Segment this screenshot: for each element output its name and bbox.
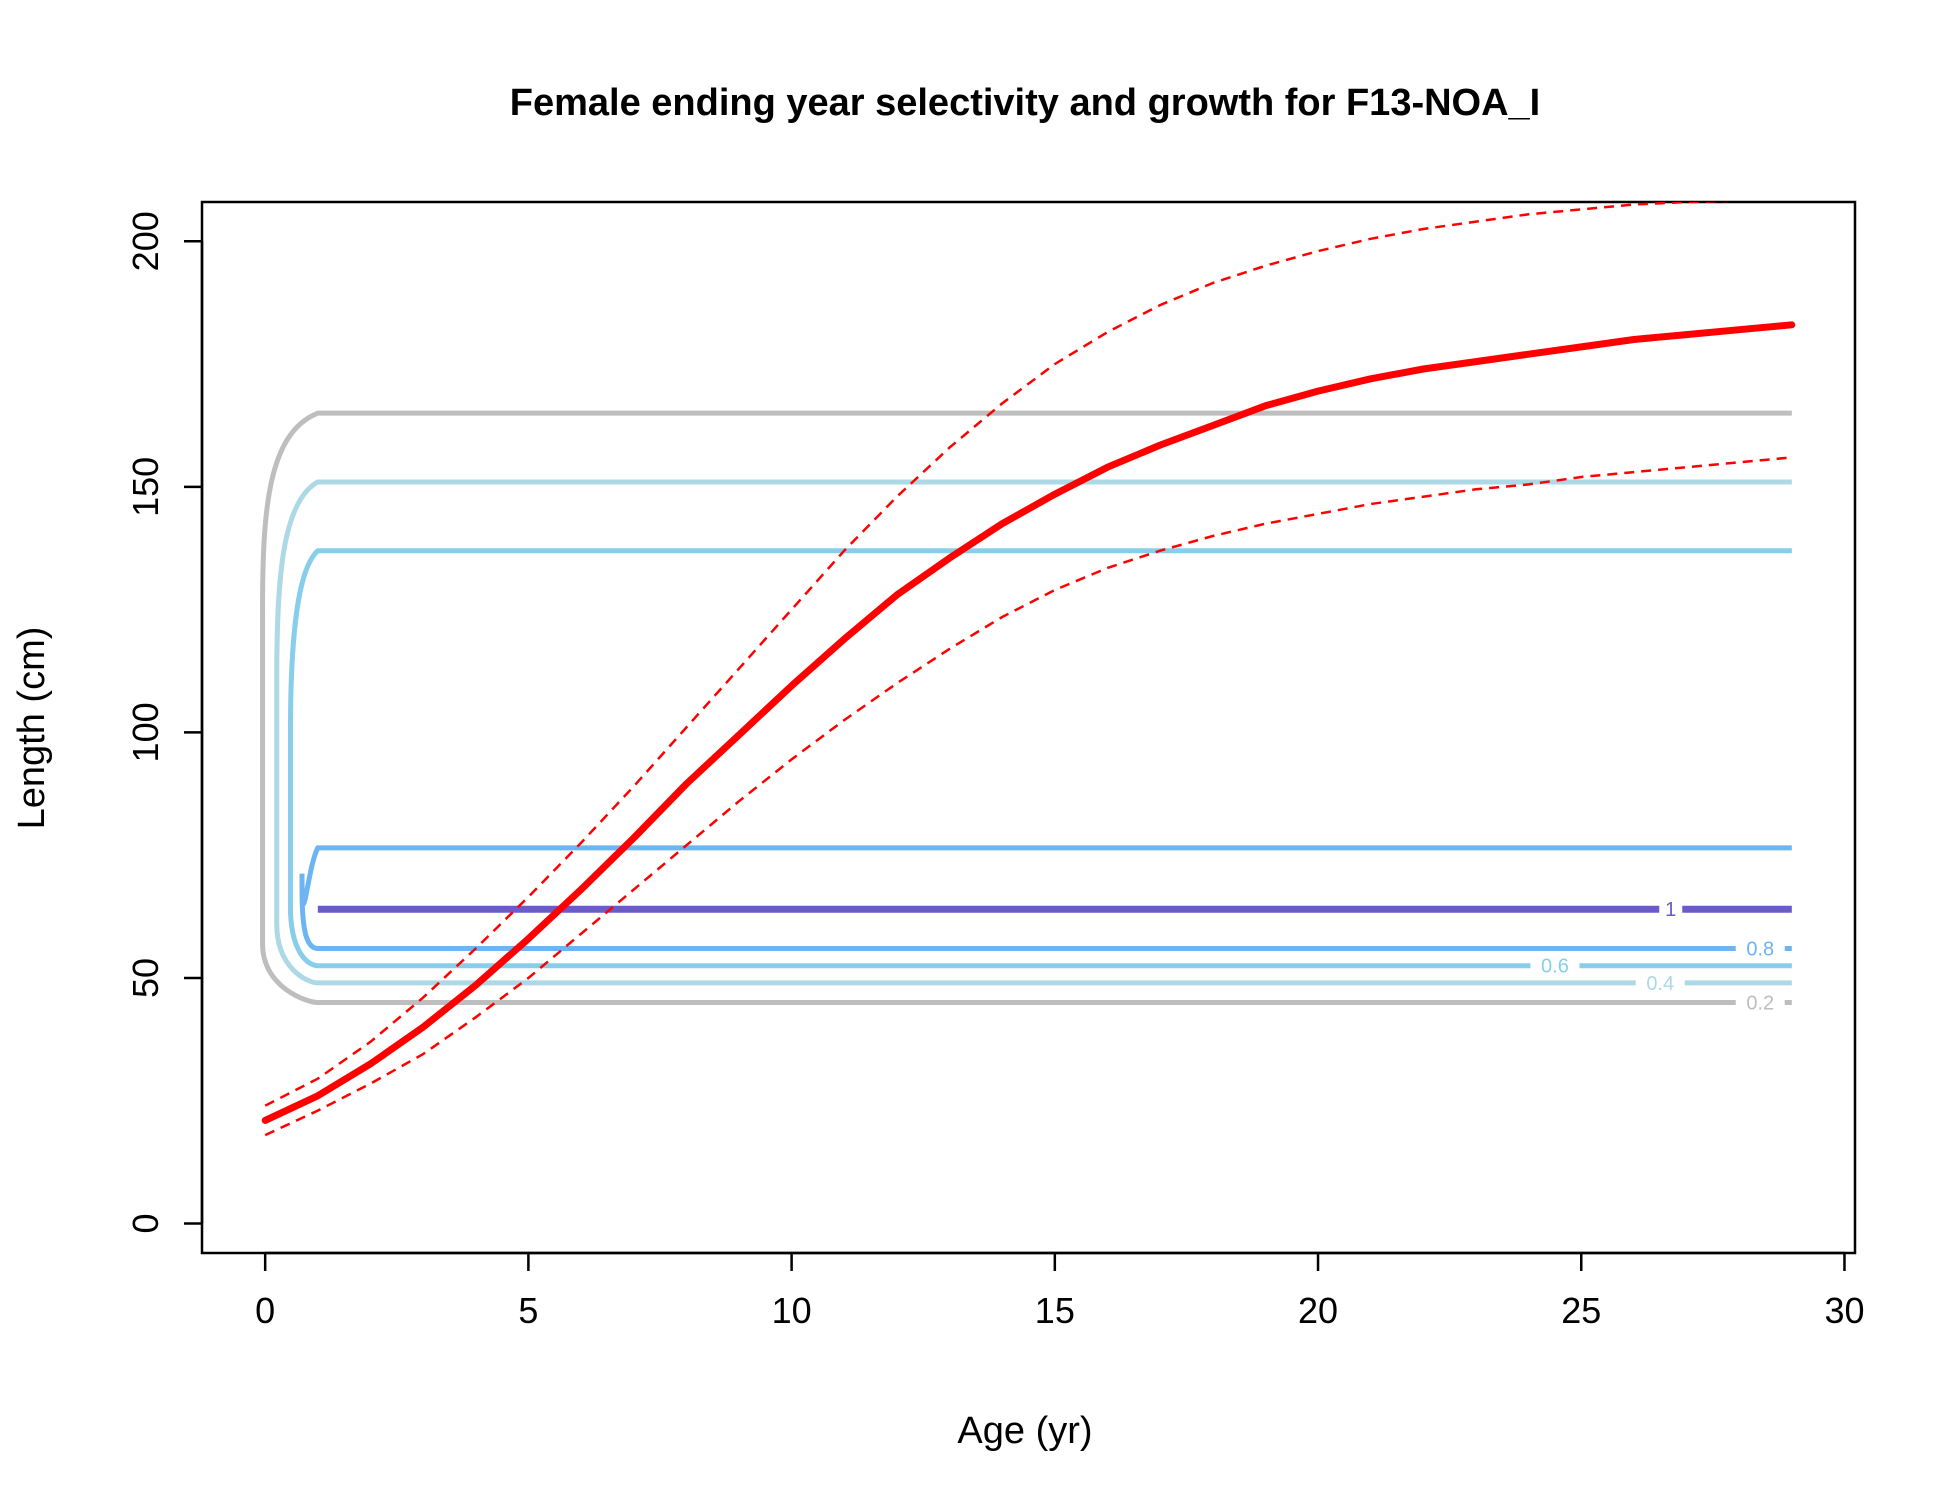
x-axis: 0 5 10 15 20 25 30 bbox=[255, 1251, 1864, 1331]
growth-upper-interval bbox=[264, 202, 1731, 1107]
y-tick-label: 100 bbox=[125, 702, 166, 762]
x-tick-label: 25 bbox=[1561, 1290, 1601, 1331]
contour-line-0.4 bbox=[274, 479, 1792, 986]
y-tick-label: 150 bbox=[125, 457, 166, 517]
y-axis: 0 50 100 150 200 bbox=[125, 211, 204, 1234]
y-tick-label: 200 bbox=[125, 211, 166, 271]
chart-title: Female ending year selectivity and growt… bbox=[510, 82, 1541, 124]
x-tick-label: 20 bbox=[1298, 1290, 1338, 1331]
contour-line-0.2 bbox=[260, 410, 1792, 1006]
contour-label-0.8: 0.8 bbox=[1746, 939, 1774, 961]
x-tick-label: 5 bbox=[518, 1290, 538, 1331]
growth-lower-interval bbox=[264, 456, 1792, 1137]
contour-label-backing bbox=[1530, 955, 1580, 976]
y-tick-label: 0 bbox=[125, 1214, 166, 1234]
contour-line-0.8 bbox=[299, 845, 1792, 952]
contour-line-0.6 bbox=[287, 548, 1792, 969]
contour-label-0.2: 0.2 bbox=[1746, 993, 1774, 1015]
contour-label-0.6: 0.6 bbox=[1541, 956, 1569, 978]
x-tick-label: 10 bbox=[772, 1290, 812, 1331]
contour-label-backing bbox=[1735, 938, 1785, 959]
contour-label-0.4: 0.4 bbox=[1646, 973, 1674, 995]
x-tick-label: 0 bbox=[255, 1290, 275, 1331]
contour-label-backing bbox=[1635, 972, 1685, 993]
x-tick-label: 30 bbox=[1824, 1290, 1864, 1331]
x-tick-label: 15 bbox=[1035, 1290, 1075, 1331]
contour-label-1: 1 bbox=[1665, 899, 1676, 921]
growth-curves bbox=[261, 202, 1796, 1137]
y-tick-label: 50 bbox=[125, 958, 166, 998]
plot-frame bbox=[200, 200, 1857, 1255]
contour-label-backing bbox=[1735, 992, 1785, 1013]
growth-mean-line bbox=[261, 321, 1796, 1124]
y-axis-label: Length (cm) bbox=[11, 627, 53, 830]
selectivity-contours: 0.2 0.4 0.6 0.8 1 bbox=[260, 410, 1792, 1015]
x-axis-label: Age (yr) bbox=[957, 1410, 1092, 1452]
contour-label-backing bbox=[1659, 899, 1683, 920]
